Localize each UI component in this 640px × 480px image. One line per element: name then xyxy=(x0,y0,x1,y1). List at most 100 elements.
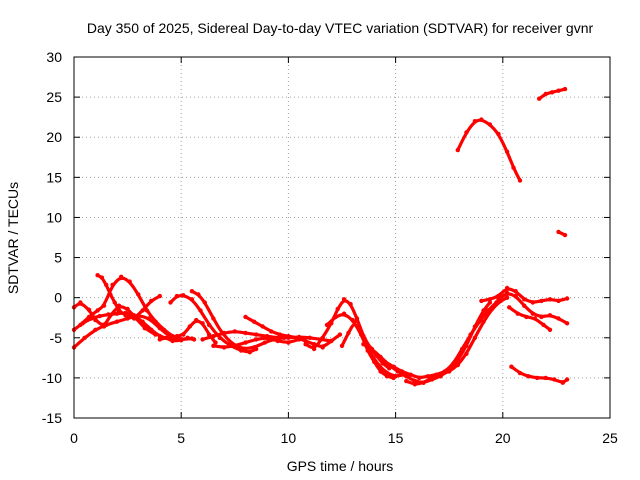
data-point xyxy=(337,332,343,337)
data-point xyxy=(543,375,548,381)
y-tick-label: -15 xyxy=(42,410,62,426)
data-point xyxy=(352,319,358,324)
data-point xyxy=(106,312,111,317)
data-point xyxy=(181,293,186,298)
data-point xyxy=(504,295,510,300)
x-axis-label: GPS time / hours xyxy=(287,458,394,474)
data-point xyxy=(303,338,308,344)
data-point xyxy=(564,296,570,301)
data-point xyxy=(307,335,312,340)
data-point xyxy=(487,300,493,305)
data-point xyxy=(116,308,122,313)
data-point xyxy=(556,229,561,235)
x-tick-label: 15 xyxy=(388,430,404,446)
data-point xyxy=(378,354,383,360)
data-point xyxy=(361,342,366,347)
data-point xyxy=(303,342,308,347)
data-point xyxy=(481,319,486,324)
data-point xyxy=(86,307,92,312)
data-point xyxy=(455,147,460,153)
data-point xyxy=(487,122,493,127)
data-point xyxy=(144,308,150,313)
data-point xyxy=(384,374,390,379)
data-point xyxy=(530,300,535,305)
data-point xyxy=(251,319,257,324)
data-point xyxy=(254,332,259,337)
data-point xyxy=(78,322,83,328)
data-point xyxy=(504,149,510,154)
data-point xyxy=(547,297,553,302)
data-point xyxy=(562,86,568,92)
plot-frame xyxy=(73,56,611,419)
series-track-r xyxy=(404,296,509,386)
data-point xyxy=(513,293,518,299)
data-point xyxy=(179,338,184,343)
data-point xyxy=(556,88,561,93)
data-point xyxy=(95,273,100,278)
x-tick-label: 0 xyxy=(70,430,78,446)
data-point xyxy=(191,337,197,342)
data-point xyxy=(198,308,203,313)
data-point xyxy=(260,324,265,329)
data-point xyxy=(472,335,478,340)
data-point xyxy=(114,311,120,316)
data-point xyxy=(187,324,192,329)
data-point xyxy=(539,314,544,320)
data-point xyxy=(359,332,364,337)
data-point xyxy=(417,375,422,381)
data-point xyxy=(95,308,100,313)
data-point xyxy=(185,335,190,340)
data-point xyxy=(459,346,465,352)
data-point xyxy=(93,327,98,332)
y-tick-label: 10 xyxy=(46,209,62,225)
data-point xyxy=(211,316,216,321)
data-point xyxy=(382,359,388,364)
data-point xyxy=(213,340,218,345)
data-point xyxy=(161,327,167,332)
data-point xyxy=(378,369,383,374)
data-point xyxy=(123,313,128,318)
y-axis-label: SDTVAR / TECUs xyxy=(5,182,21,294)
data-point xyxy=(196,292,201,297)
data-point xyxy=(329,338,334,344)
data-point xyxy=(82,335,87,340)
data-point xyxy=(477,319,482,324)
data-point xyxy=(101,303,107,308)
data-point xyxy=(543,91,548,97)
data-point xyxy=(269,329,274,334)
data-point xyxy=(513,289,518,294)
data-point xyxy=(391,364,396,369)
chart-title: Day 350 of 2025, Sidereal Day-to-day VTE… xyxy=(87,20,594,36)
y-tick-label: -5 xyxy=(50,330,63,346)
data-point xyxy=(311,346,317,352)
y-tick-label: 5 xyxy=(54,250,62,266)
data-point xyxy=(333,314,338,320)
data-point xyxy=(174,293,180,299)
data-point xyxy=(541,322,546,328)
data-point xyxy=(221,345,227,350)
data-point xyxy=(487,297,493,302)
data-point xyxy=(341,297,347,302)
axis-ticks: 0 5 10 15 20 25 -15 -10 -5 0 5 10 15 20 25 30 xyxy=(42,49,618,446)
data-point xyxy=(429,375,435,381)
data-point xyxy=(372,359,377,364)
data-point xyxy=(232,329,237,334)
data-point xyxy=(211,334,216,339)
data-point xyxy=(539,298,544,304)
data-point xyxy=(479,117,484,122)
data-point xyxy=(489,306,495,312)
data-point xyxy=(164,335,169,340)
data-point xyxy=(564,377,570,382)
x-tick-label: 25 xyxy=(602,430,618,446)
data-point xyxy=(455,362,460,368)
data-point xyxy=(560,380,565,385)
data-point xyxy=(564,321,570,326)
data-point xyxy=(247,350,252,355)
series-track-d xyxy=(78,276,183,341)
data-point xyxy=(526,374,531,379)
y-tick-label: 25 xyxy=(46,89,62,105)
data-point xyxy=(346,330,351,336)
data-point xyxy=(515,311,520,316)
data-point xyxy=(104,322,109,328)
series-track-i xyxy=(175,319,218,345)
